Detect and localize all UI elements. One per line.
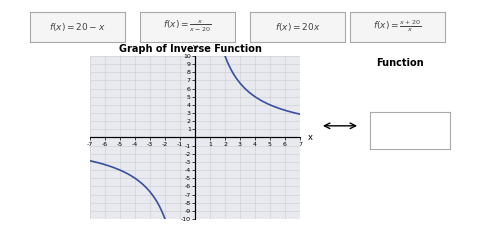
Text: $f(x) = \frac{x + 20}{x}$: $f(x) = \frac{x + 20}{x}$ <box>374 19 422 34</box>
Text: Graph of Inverse Function: Graph of Inverse Function <box>118 44 262 54</box>
Text: y: y <box>192 43 198 52</box>
Text: Function: Function <box>376 58 424 68</box>
Text: $f(x) = \frac{x}{x - 20}$: $f(x) = \frac{x}{x - 20}$ <box>164 19 212 34</box>
Text: x: x <box>308 133 312 142</box>
Text: $f(x) = 20 - x$: $f(x) = 20 - x$ <box>50 21 106 33</box>
Text: $f(x) = 20x$: $f(x) = 20x$ <box>275 21 320 33</box>
